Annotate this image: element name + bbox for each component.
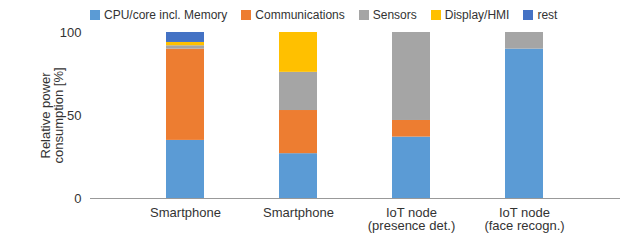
html-text:Display/HMI: Display/HMI [444,8,510,22]
svg-text:100: 100 [60,25,82,40]
svg-text:50: 50 [67,108,81,123]
html-text:rest: rest [537,8,558,22]
svg-text:Smartphone: Smartphone [263,205,334,220]
html-text:Sensors: Sensors [372,8,417,22]
svg-text:IoT node(presence det.): IoT node(presence det.) [368,205,455,233]
svg-text:Relative powerconsumption [%]: Relative powerconsumption [%] [38,67,66,163]
svg-text:Smartphone: Smartphone [150,205,221,220]
html-text:CPU/core incl. Memory: CPU/core incl. Memory [104,8,228,22]
html-text:Communications: Communications [255,8,345,22]
svg-text:0: 0 [74,191,81,206]
svg-text:IoT node(face recogn.): IoT node(face recogn.) [484,205,564,233]
